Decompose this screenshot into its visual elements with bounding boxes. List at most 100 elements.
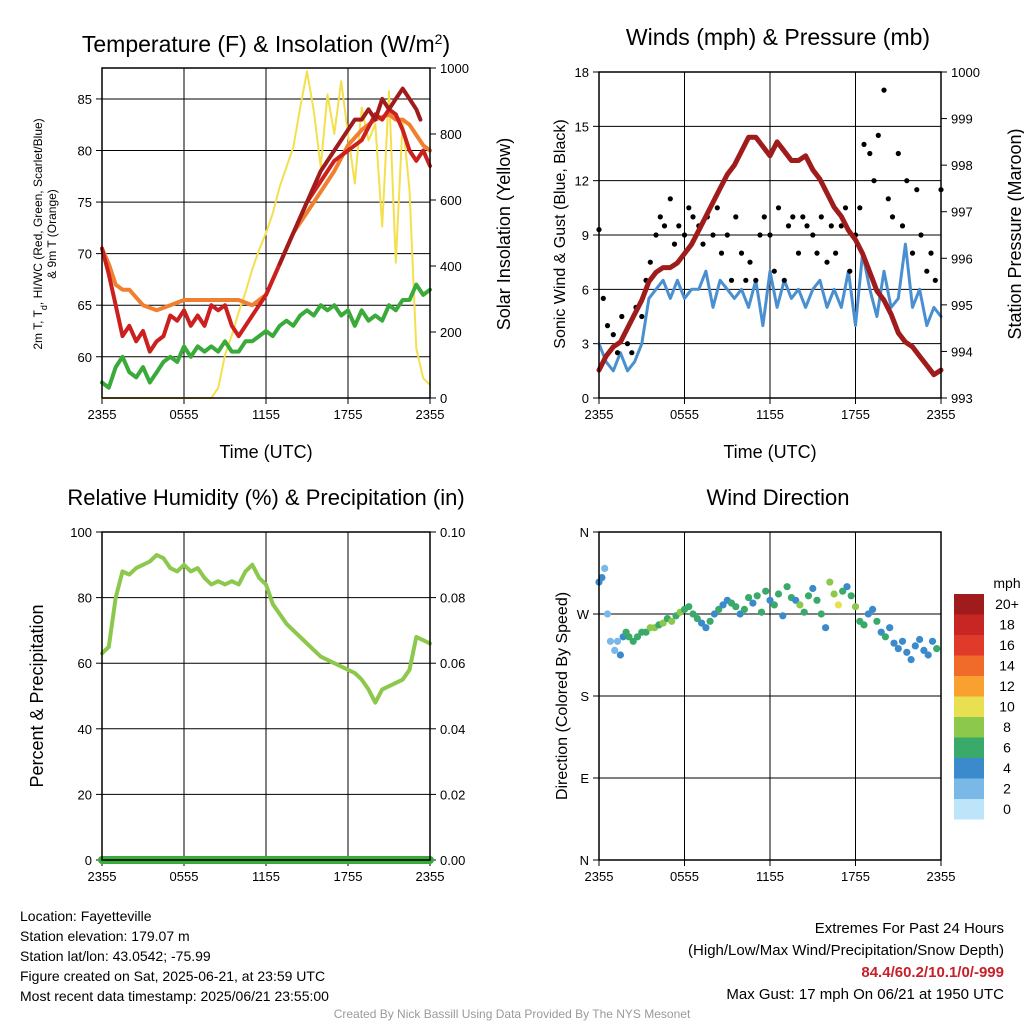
gust-point [761, 214, 767, 220]
direction-point [881, 633, 890, 641]
x-tick-label: 0555 [670, 407, 699, 422]
gust-point [681, 232, 688, 238]
title-end: ) [442, 31, 450, 57]
direction-point [601, 564, 609, 573]
y-tick-label: 15 [575, 119, 589, 134]
direction-point [698, 619, 706, 627]
legend-swatch [954, 758, 984, 779]
gust-point [743, 277, 749, 283]
gust-point [753, 277, 759, 283]
gust-point [885, 196, 891, 202]
gust-point [932, 277, 938, 283]
gust-point [733, 214, 739, 220]
figure-created-text: Figure created on Sat, 2025-06-21, at 23… [20, 968, 326, 984]
legend-label: 2 [1003, 781, 1011, 797]
max-gust-text: Max Gust: 17 mph On 06/21 at 1950 UTC [726, 986, 1004, 1003]
location-text: Location: Fayetteville [20, 908, 152, 924]
direction-point [890, 639, 898, 647]
x-tick-label: 2355 [927, 407, 956, 422]
gust-point [639, 313, 645, 320]
gust-point [700, 241, 706, 247]
extremes-subtitle: (High/Low/Max Wind/Precipitation/Snow De… [688, 942, 1004, 959]
y2-tick-label: 994 [951, 344, 973, 359]
gust-point [824, 259, 830, 265]
direction-point [606, 637, 615, 645]
plot-frame [101, 531, 431, 861]
legend-swatch [954, 717, 984, 738]
gust-point [814, 250, 820, 256]
gust-point [619, 313, 625, 320]
gust-point [690, 214, 696, 220]
gust-point [818, 214, 824, 220]
legend-label: 6 [1003, 740, 1011, 756]
gust-point [871, 178, 877, 184]
legend-label: 20+ [995, 596, 1019, 612]
x-axis-label: Time (UTC) [219, 442, 312, 462]
sonic-wind-line [597, 242, 943, 373]
y-tick-label: 75 [78, 195, 92, 210]
gust-point [767, 232, 773, 238]
direction-point [903, 648, 911, 656]
gust-point [904, 178, 910, 184]
direction-point [770, 601, 778, 609]
x-tick-label: 1155 [756, 869, 784, 884]
direction-point [813, 596, 821, 604]
y-tick-label: N [580, 525, 589, 540]
plot-frame [101, 67, 431, 399]
y-axis-label: Percent & Precipitation [27, 604, 47, 787]
gust-point [747, 259, 753, 265]
x-tick-label: 2355 [927, 869, 956, 884]
direction-point [792, 596, 800, 604]
direction-point [873, 617, 881, 625]
legend-label: 8 [1003, 719, 1011, 735]
humidity-line [100, 553, 432, 705]
gust-point [795, 250, 802, 256]
direction-point [783, 583, 791, 591]
temperature-series-line [100, 282, 432, 390]
x-axis-label: Time (UTC) [723, 442, 816, 462]
extremes-title: Extremes For Past 24 Hours [814, 920, 1004, 937]
gust-point [728, 277, 735, 283]
y2-tick-label: 400 [440, 259, 462, 274]
direction-point [740, 605, 749, 614]
direction-point [804, 592, 813, 600]
y-tick-label: 20 [78, 787, 92, 802]
y2-tick-label: 600 [440, 193, 462, 208]
direction-point [907, 656, 915, 664]
y-axis-label-part: , HI/WC (Red, Green, Scarlet/Blue) [31, 118, 45, 305]
y2-tick-label: 0 [440, 391, 447, 406]
gust-point [624, 341, 631, 347]
direction-point [659, 619, 667, 627]
recent-data-text: Most recent data timestamp: 2025/06/21 2… [20, 988, 329, 1004]
y-axis-label: 2m T, Td, HI/WC (Red, Green, Scarlet/Blu… [31, 118, 49, 349]
gust-point [667, 196, 673, 202]
direction-point [745, 594, 753, 602]
y-axis-label: Direction (Colored By Speed) [554, 592, 571, 800]
extremes-panel: Extremes For Past 24 Hours (High/Low/Max… [688, 918, 1004, 1006]
gust-point [785, 223, 792, 229]
gust-point [847, 268, 853, 274]
legend-label: 16 [999, 637, 1015, 653]
y-tick-label: 12 [575, 174, 589, 189]
y2-tick-label: 1000 [951, 65, 980, 80]
y-tick-label: W [577, 607, 590, 622]
y-tick-label: E [580, 771, 589, 786]
gust-point [604, 323, 611, 329]
y-tick-label: 70 [78, 247, 92, 262]
direction-point [625, 633, 633, 641]
gust-point [810, 232, 816, 238]
y-tick-label: 6 [582, 282, 589, 297]
direction-point [826, 578, 834, 586]
direction-point [766, 596, 774, 604]
gust-point [775, 205, 782, 211]
direction-point [689, 610, 697, 618]
direction-point [851, 603, 860, 611]
gust-point [895, 150, 901, 157]
direction-point [642, 628, 650, 636]
direction-point [928, 637, 937, 645]
pressure-line [596, 134, 944, 378]
direction-point [877, 628, 885, 636]
chart-title: Wind Direction [706, 485, 849, 510]
y-tick-label: 18 [575, 65, 589, 80]
y-tick-label: N [580, 853, 589, 868]
